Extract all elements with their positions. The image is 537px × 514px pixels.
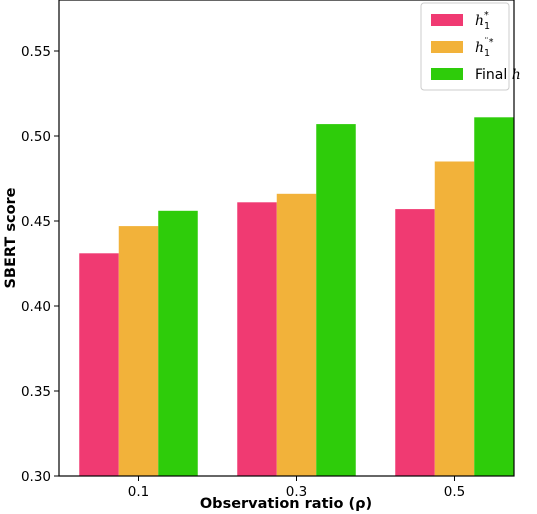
x-tick-label: 0.1 (128, 484, 149, 500)
y-tick-label: 0.45 (21, 214, 51, 230)
y-tick-label: 0.30 (21, 469, 51, 485)
bar-series-0-cat-2 (395, 209, 435, 476)
bar-series-0-cat-0 (79, 253, 119, 476)
bar-series-2-cat-1 (316, 124, 356, 476)
bar-series-1-cat-1 (276, 193, 317, 477)
y-tick-label: 0.35 (21, 384, 51, 400)
x-tick-label: 0.3 (286, 484, 307, 500)
legend-swatch (431, 14, 463, 26)
y-tick-label: 0.50 (21, 129, 51, 145)
bar-series-1-cat-0 (118, 226, 159, 476)
legend-swatch (431, 68, 463, 80)
plot-frame (58, 0, 515, 477)
legend-label: h* 1 (475, 10, 490, 32)
y-axis-title: SBERT score (3, 187, 19, 288)
legend-swatch (431, 41, 463, 53)
bar-series-2-cat-0 (158, 210, 198, 477)
x-axis-title: Observation ratio (ρ) (200, 496, 372, 512)
x-tick-label: 0.5 (444, 484, 465, 500)
y-tick-label: 0.40 (21, 299, 51, 315)
y-tick-label: 0.55 (21, 44, 51, 60)
legend-label: h¨* 1 (475, 37, 494, 59)
x-axis: 0.1 0.3 0.5 (128, 476, 465, 500)
bar-series-0-cat-1 (237, 202, 277, 477)
y-axis: 0.30 0.35 0.40 0.45 0.50 0.55 (21, 44, 59, 485)
legend: h* 1 h¨* 1 Final h (420, 2, 521, 91)
bar-series-2-cat-2 (474, 117, 514, 477)
legend-label: Final h (475, 67, 521, 83)
bars-layer (79, 117, 514, 477)
bar-series-1-cat-2 (434, 161, 475, 476)
